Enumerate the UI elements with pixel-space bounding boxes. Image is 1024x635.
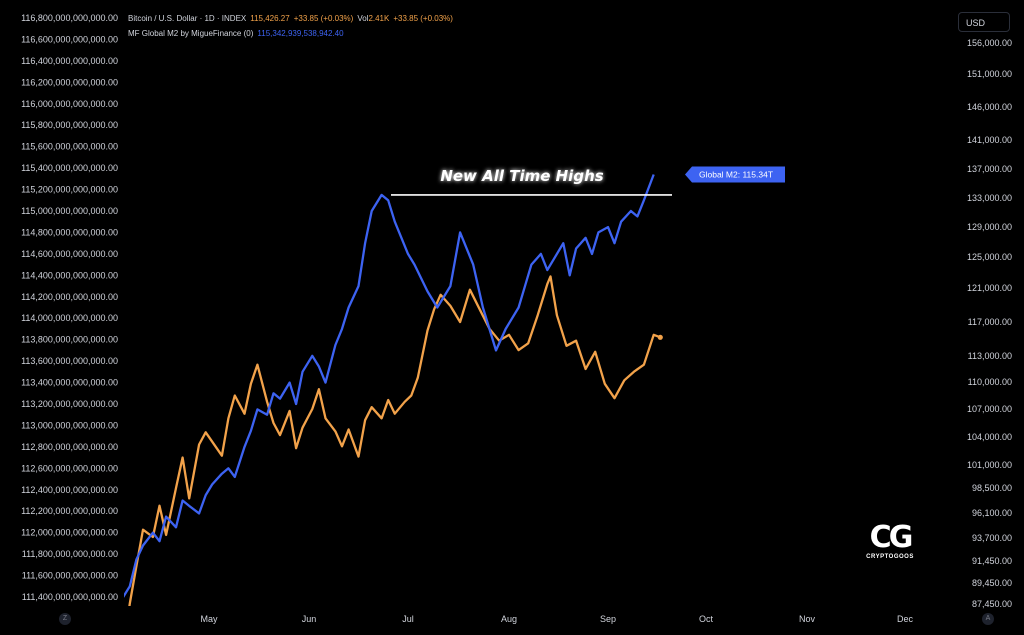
m2-price-tag-label: Global M2: 115.34T	[699, 170, 773, 180]
m2-indicator-title[interactable]: MF Global M2 by MigueFinance (0)	[128, 29, 254, 38]
right-axis-tick-label: 121,000.00	[967, 283, 1012, 293]
x-axis-tick-label: Jul	[402, 614, 414, 624]
logo-text: CRYPTOGOOS	[866, 554, 914, 560]
right-axis-tick-label: 91,450.00	[972, 556, 1012, 566]
header-m2-line: MF Global M2 by MigueFinance (0) 115,342,…	[128, 29, 348, 38]
right-axis-auto-button[interactable]: A	[982, 613, 994, 625]
left-axis-tick-label: 116,600,000,000,000.00	[21, 34, 118, 44]
x-axis-tick-label: Sep	[600, 614, 616, 624]
m2-price-tag: Global M2: 115.34T	[685, 166, 785, 183]
left-axis-tick-label: 114,200,000,000,000.00	[21, 292, 118, 302]
right-axis-tick-label: 89,450.00	[972, 578, 1012, 588]
right-axis-tick-label: 129,000.00	[967, 222, 1012, 232]
x-axis-tick-label: Nov	[799, 614, 816, 624]
ath-annotation-label: New All Time Highs	[440, 167, 603, 185]
right-axis-tick-label: 117,000.00	[968, 317, 1012, 327]
m2-series-line[interactable]	[113, 174, 655, 603]
left-axis-tick-label: 113,600,000,000,000.00	[21, 356, 118, 366]
left-axis-tick-label: 112,000,000,000,000.00	[21, 528, 118, 538]
right-axis-tick-label: 137,000.00	[967, 164, 1012, 174]
right-axis-tick-label: 110,000.00	[968, 377, 1012, 387]
left-axis-tick-label: 112,400,000,000,000.00	[21, 485, 118, 495]
left-axis-tick-label: 114,000,000,000,000.00	[21, 313, 118, 323]
left-axis-tick-label: 116,800,000,000,000.00	[21, 13, 118, 23]
right-axis-tick-label: 113,000.00	[968, 351, 1012, 361]
left-axis-mode-button[interactable]: Z	[59, 613, 71, 625]
right-axis-tick-label: 107,000.00	[967, 404, 1012, 414]
x-axis-tick-label: Jun	[302, 614, 317, 624]
right-axis-tick-label: 104,000.00	[967, 432, 1012, 442]
x-axis-tick-label: May	[200, 614, 218, 624]
left-axis: 111,400,000,000,000.00 111,600,000,000,00…	[21, 13, 118, 602]
left-axis-tick-label: 112,200,000,000,000.00	[21, 506, 118, 516]
right-axis-tick-label: 133,000.00	[967, 193, 1012, 203]
x-axis-tick-label: Aug	[501, 614, 517, 624]
btc-change: +33.85 (+0.03%)	[293, 14, 354, 23]
x-axis-tick-label: Oct	[699, 614, 714, 624]
vol-label: Vol	[357, 14, 369, 23]
right-axis-tick-label: 98,500.00	[972, 483, 1012, 493]
left-axis-tick-label: 112,800,000,000,000.00	[21, 442, 118, 452]
annotations: New All Time Highs Global M2: 115.34T	[391, 166, 785, 196]
x-axis-tick-label: Dec	[897, 614, 914, 624]
left-axis-tick-label: 115,600,000,000,000.00	[21, 142, 118, 152]
right-axis-tick-label: 125,000.00	[967, 252, 1012, 262]
right-axis-tick-label: 141,000.00	[967, 135, 1012, 145]
left-axis-tick-label: 111,600,000,000,000.00	[22, 571, 118, 581]
left-axis-tick-label: 115,800,000,000,000.00	[21, 120, 118, 130]
left-axis-tick-label: 116,400,000,000,000.00	[21, 56, 118, 66]
left-axis-tick-label: 113,000,000,000,000.00	[21, 420, 118, 430]
watermark-logo: CG CRYPTOGOOS	[858, 520, 922, 561]
x-axis: May Jun Jul Aug Sep Oct Nov Dec	[200, 614, 913, 624]
right-axis-tick-label: 93,700.00	[972, 533, 1012, 543]
currency-button[interactable]: USD	[958, 12, 1010, 32]
header-btc-line: Bitcoin / U.S. Dollar · 1D · INDEX 115,42…	[128, 14, 457, 23]
left-axis-tick-label: 116,200,000,000,000.00	[21, 77, 118, 87]
plot-area[interactable]	[113, 174, 663, 635]
right-axis-tick-label: 151,000.00	[967, 69, 1012, 79]
btc-price: 115,426.27	[250, 14, 290, 23]
left-axis-tick-label: 115,200,000,000,000.00	[21, 185, 118, 195]
vol-value: 2.41K	[368, 14, 390, 23]
right-axis-tick-label: 96,100.00	[972, 508, 1012, 518]
left-axis-tick-label: 116,000,000,000,000.00	[21, 99, 118, 109]
btc-series-line[interactable]	[123, 275, 661, 635]
left-axis-tick-label: 114,800,000,000,000.00	[21, 227, 118, 237]
btc-symbol-title[interactable]: Bitcoin / U.S. Dollar · 1D · INDEX	[128, 14, 247, 23]
right-axis-tick-label: 146,000.00	[967, 102, 1012, 112]
left-axis-tick-label: 113,200,000,000,000.00	[21, 399, 118, 409]
m2-value: 115,342,939,538,942.40	[257, 29, 344, 38]
left-axis-tick-label: 114,600,000,000,000.00	[21, 249, 118, 259]
right-axis-tick-label: 87,450.00	[972, 599, 1012, 609]
left-axis-tick-label: 115,000,000,000,000.00	[21, 206, 118, 216]
left-axis-tick-label: 113,400,000,000,000.00	[21, 378, 118, 388]
m2-price-tag-shape	[685, 166, 785, 183]
left-axis-tick-label: 111,400,000,000,000.00	[22, 592, 118, 602]
right-axis: 87,450.00 89,450.00 91,450.00 93,700.00 96,1…	[967, 38, 1012, 609]
right-axis-tick-label: 156,000.00	[967, 38, 1012, 48]
right-axis-tick-label: 101,000.00	[967, 460, 1012, 470]
left-axis-tick-label: 112,600,000,000,000.00	[21, 463, 118, 473]
left-axis-tick-label: 111,800,000,000,000.00	[22, 549, 118, 559]
btc-last-point[interactable]	[657, 334, 663, 340]
vol-change: +33.85 (+0.03%)	[393, 14, 453, 23]
left-axis-tick-label: 114,400,000,000,000.00	[21, 270, 118, 280]
left-axis-tick-label: 115,400,000,000,000.00	[21, 163, 118, 173]
logo-mark-icon: CG	[869, 520, 914, 555]
left-axis-tick-label: 113,800,000,000,000.00	[21, 335, 118, 345]
